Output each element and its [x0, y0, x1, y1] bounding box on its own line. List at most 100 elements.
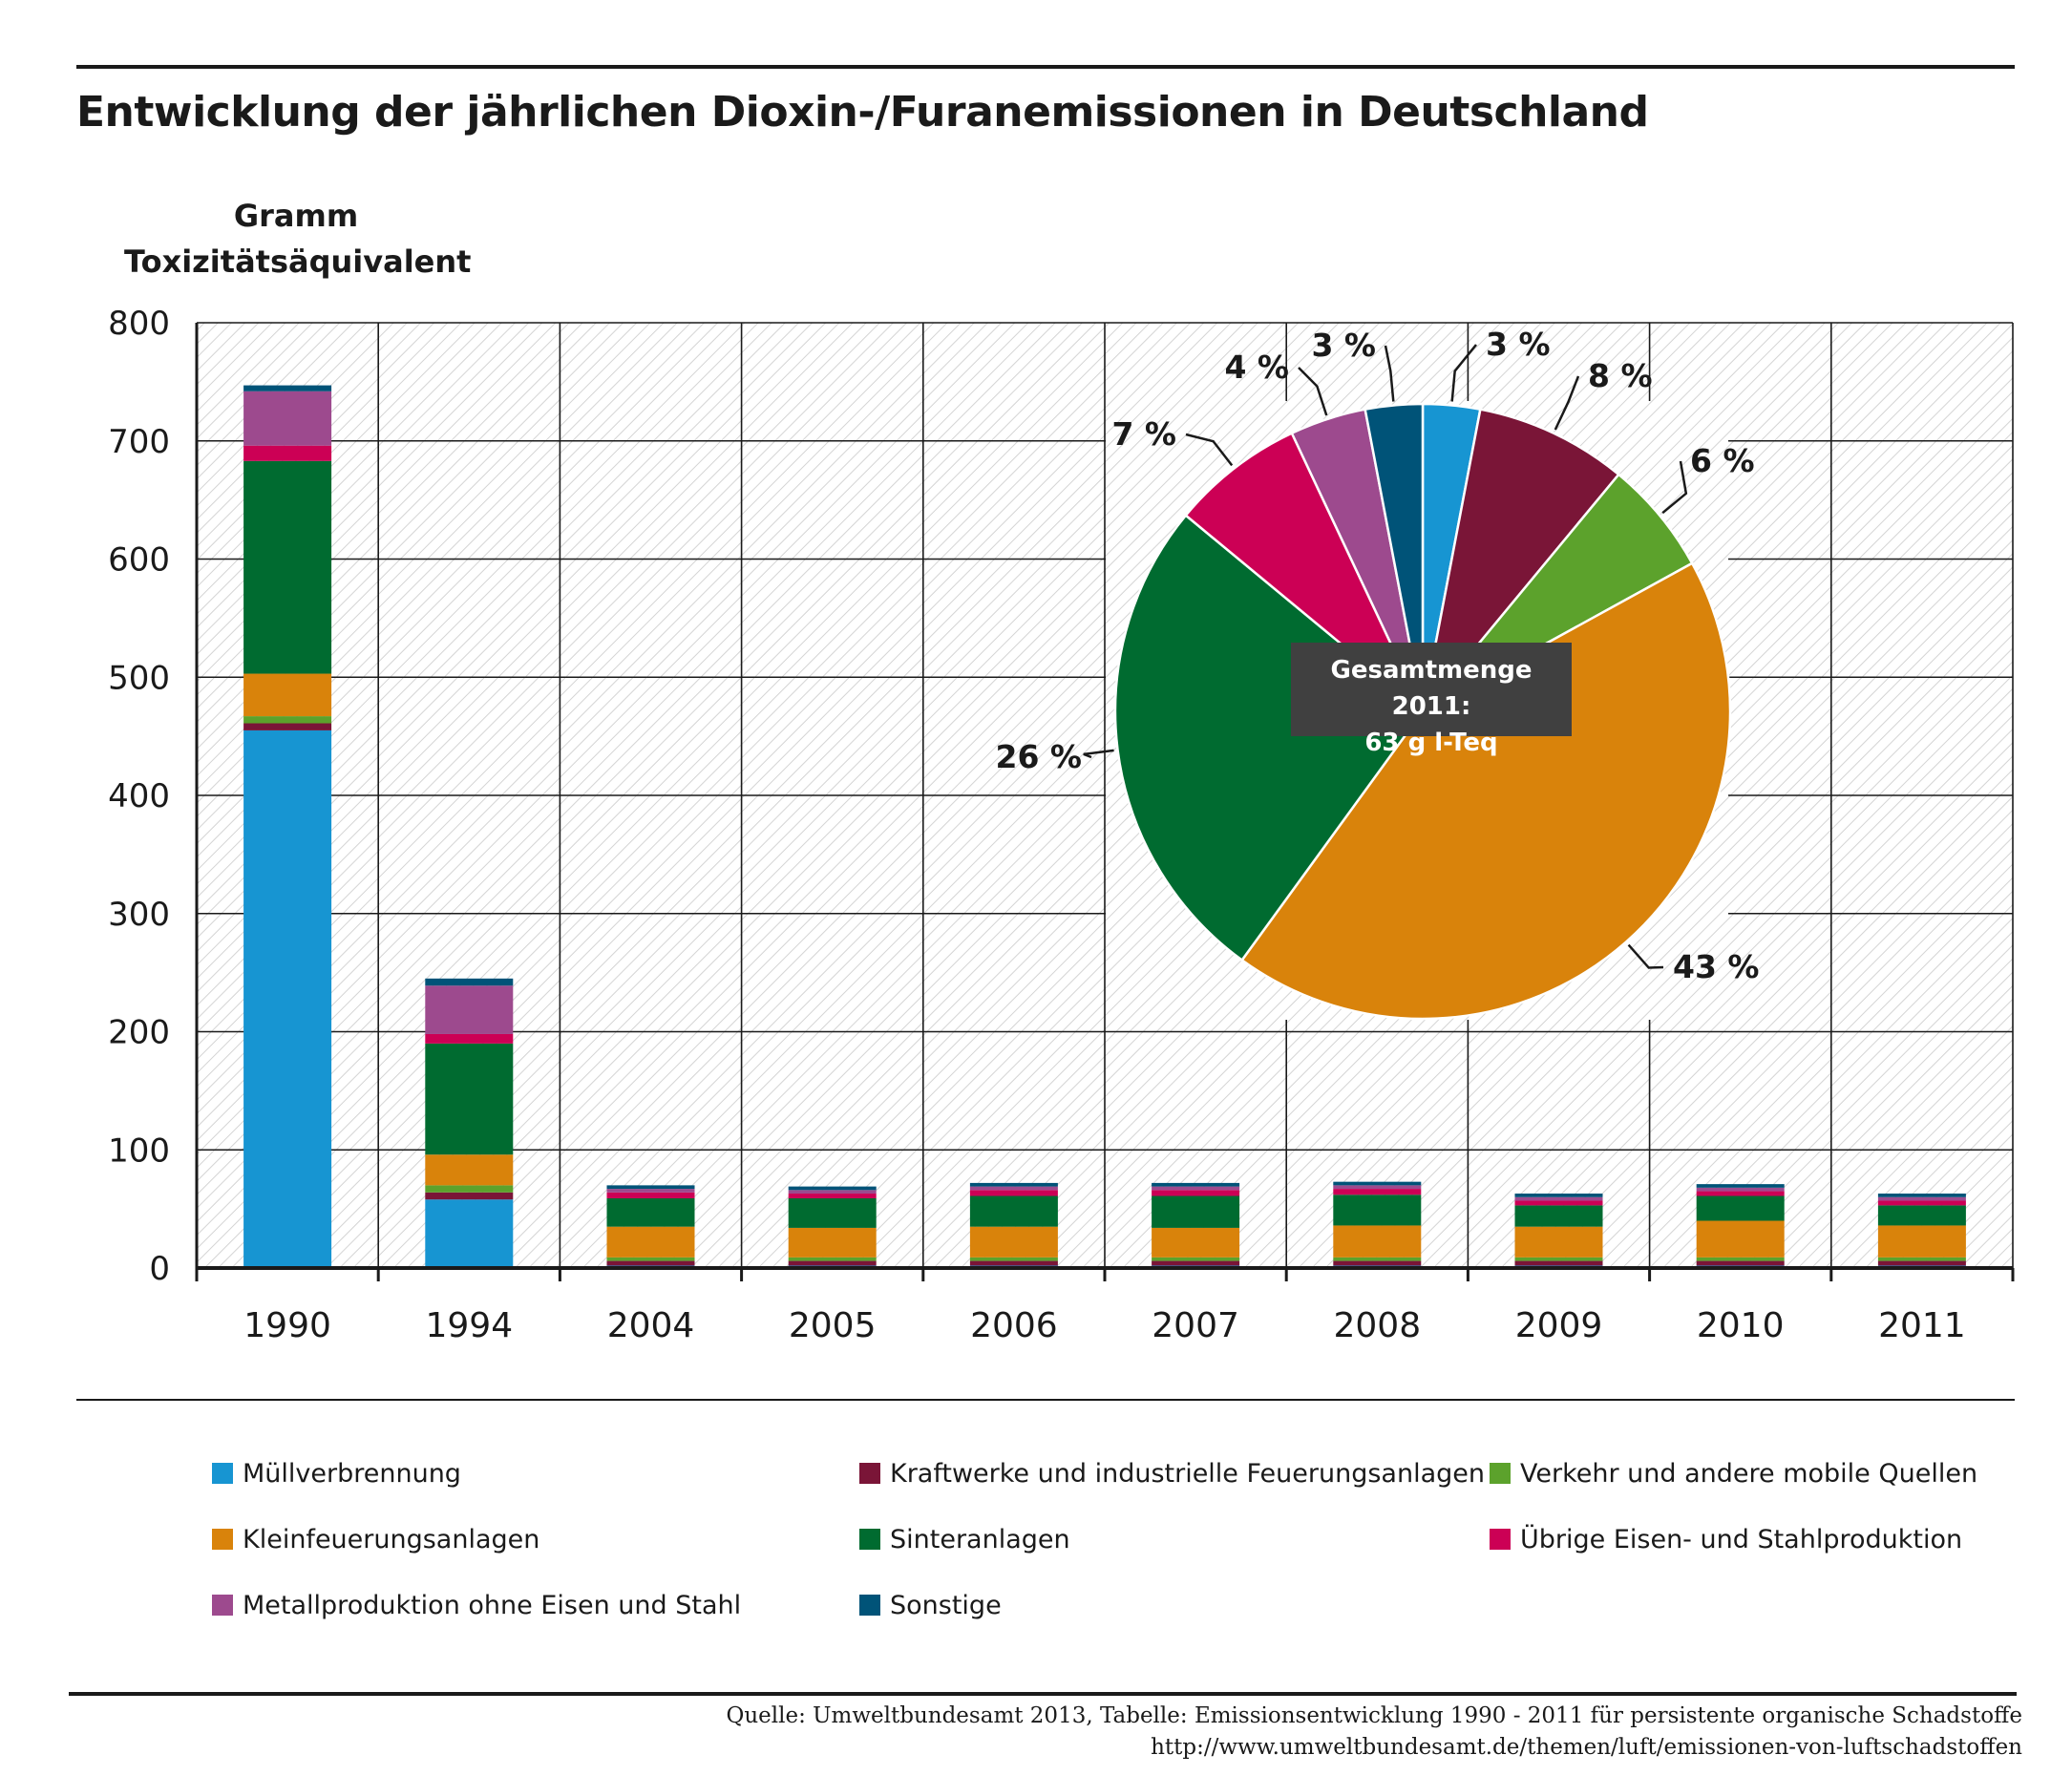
- bar-2007-sinteranlagen: [1152, 1195, 1240, 1228]
- bar-1994-ubrige-eisen-und-stahlproduktion: [425, 1033, 514, 1044]
- bar-2011-ubrige-eisen-und-stahlproduktion: [1877, 1200, 1966, 1206]
- bar-1990-ubrige-eisen-und-stahlproduktion: [243, 445, 332, 461]
- pie-slice-sonstige: [1364, 402, 1425, 712]
- bar-1994-kraftwerke-und-industrielle-feuerungsanlagen: [425, 1192, 514, 1200]
- pie-label-kleinfeuerungsanlagen: 43 %: [1673, 948, 1759, 985]
- y-axis-unit-line1: Gramm: [233, 198, 359, 234]
- pie-leader-line: [1450, 344, 1477, 402]
- bar-1990-verkehr-und-andere-mobile-quellen: [243, 716, 332, 724]
- bar-1994-sonstige: [425, 978, 514, 986]
- bar-2007-kleinfeuerungsanlagen: [1152, 1227, 1240, 1258]
- pie-total-line2: 63 g l-Teq: [1364, 729, 1498, 757]
- bar-2007-ubrige-eisen-und-stahlproduktion: [1152, 1190, 1240, 1196]
- legend-item-verkehr-und-andere-mobile-quellen: Verkehr und andere mobile Quellen: [1490, 1459, 1977, 1489]
- bar-2006-verkehr-und-andere-mobile-quellen: [969, 1257, 1058, 1261]
- bar-2010-sonstige: [1696, 1184, 1785, 1188]
- legend-swatch: [212, 1595, 233, 1616]
- bar-2008-sinteranlagen: [1333, 1195, 1422, 1226]
- pie-label-kraftwerke-und-industrielle-feuerungsanlagen: 8 %: [1588, 357, 1653, 394]
- legend-swatch: [859, 1529, 880, 1550]
- bar-2010-kleinfeuerungsanlagen: [1696, 1220, 1785, 1258]
- x-tick-label-2010: 2010: [1697, 1306, 1785, 1345]
- bar-1990-sinteranlagen: [243, 460, 332, 674]
- top-rule: [76, 65, 2015, 69]
- y-tick-label: 700: [108, 423, 170, 461]
- pie-label-sinteranlagen: 26 %: [996, 738, 1082, 775]
- pie-slice-ubrige-eisen-und-stahlproduktion: [1184, 431, 1425, 712]
- pie-label-sonstige: 3 %: [1311, 327, 1376, 364]
- bar-2004-kleinfeuerungsanlagen: [606, 1226, 695, 1258]
- y-tick-label: 500: [108, 659, 170, 697]
- legend-label: Verkehr und andere mobile Quellen: [1520, 1459, 1978, 1489]
- bar-1990-kleinfeuerungsanlagen: [243, 673, 332, 717]
- bar-1994-verkehr-und-andere-mobile-quellen: [425, 1185, 514, 1193]
- chart-title: Entwicklung der jährlichen Dioxin-/Furan…: [76, 88, 1649, 137]
- legend-item-mullverbrennung: Müllverbrennung: [212, 1459, 461, 1489]
- pie-leader-line: [1384, 345, 1395, 402]
- x-tick-label-2009: 2009: [1515, 1306, 1603, 1345]
- bar-2006-kleinfeuerungsanlagen: [969, 1226, 1058, 1258]
- bar-2006-kraftwerke-und-industrielle-feuerungsanlagen: [969, 1260, 1058, 1266]
- bar-2008-ubrige-eisen-und-stahlproduktion: [1333, 1189, 1422, 1195]
- pie-slice-kleinfeuerungsanlagen: [1239, 561, 1732, 1021]
- bar-2005-sinteranlagen: [788, 1197, 877, 1228]
- bar-2011-verkehr-und-andere-mobile-quellen: [1877, 1257, 1966, 1261]
- bar-1990-mullverbrennung: [243, 729, 332, 1268]
- pie-slice-kraftwerke-und-industrielle-feuerungsanlagen: [1421, 408, 1621, 712]
- bar-1994-sinteranlagen: [425, 1043, 514, 1155]
- bar-2011-metallproduktion-ohne-eisen-und-stahl: [1877, 1196, 1966, 1201]
- pie-slice-sinteranlagen: [1113, 513, 1425, 962]
- bar-2005-sonstige: [788, 1186, 877, 1191]
- y-tick-label: 200: [108, 1014, 170, 1052]
- pie-leader-line: [1298, 367, 1328, 416]
- bar-2006-metallproduktion-ohne-eisen-und-stahl: [969, 1186, 1058, 1191]
- pie-label-verkehr-und-andere-mobile-quellen: 6 %: [1690, 442, 1755, 479]
- bar-1990-kraftwerke-und-industrielle-feuerungsanlagen: [243, 723, 332, 730]
- legend-label: Übrige Eisen- und Stahlproduktion: [1520, 1525, 1963, 1554]
- legend-item-sinteranlagen: Sinteranlagen: [859, 1525, 1070, 1554]
- bar-2004-metallproduktion-ohne-eisen-und-stahl: [606, 1189, 695, 1193]
- bar-2011-kraftwerke-und-industrielle-feuerungsanlagen: [1877, 1260, 1966, 1266]
- bar-2006-sinteranlagen: [969, 1195, 1058, 1227]
- bar-2004-verkehr-und-andere-mobile-quellen: [606, 1257, 695, 1261]
- chart-area: 3 % 8 % 6 % 43 % 26 % 7 % 4 % 3 % 0 100 200 300 400…: [108, 305, 2015, 1345]
- bar-2008-metallproduktion-ohne-eisen-und-stahl: [1333, 1185, 1422, 1190]
- bar-2009-kraftwerke-und-industrielle-feuerungsanlagen: [1514, 1260, 1603, 1266]
- bar-2005-metallproduktion-ohne-eisen-und-stahl: [788, 1190, 877, 1195]
- bar-2006-sonstige: [969, 1182, 1058, 1187]
- x-tick-label-1994: 1994: [425, 1306, 513, 1345]
- pie-leader-line: [1083, 749, 1114, 759]
- bar-1990-sonstige: [243, 385, 332, 391]
- legend-swatch: [1490, 1529, 1511, 1550]
- legend-label: Kraftwerke und industrielle Feuerungsanl…: [890, 1459, 1485, 1489]
- pie-leader-line: [1185, 433, 1234, 467]
- bar-2009-kleinfeuerungsanlagen: [1514, 1226, 1603, 1258]
- source-url: http://www.umweltbundesamt.de/themen/luf…: [1151, 1735, 2022, 1760]
- bar-2008-verkehr-und-andere-mobile-quellen: [1333, 1257, 1422, 1261]
- pie-total-box: Gesamtmenge 2011: 63 g l-Teq: [1291, 643, 1572, 757]
- pie-leader-line: [1627, 943, 1664, 969]
- bar-2006-ubrige-eisen-und-stahlproduktion: [969, 1190, 1058, 1196]
- bar-2007-metallproduktion-ohne-eisen-und-stahl: [1152, 1186, 1240, 1191]
- pie-leader-line: [1554, 375, 1580, 431]
- legend-label: Sonstige: [890, 1591, 1002, 1620]
- bar-2010-kraftwerke-und-industrielle-feuerungsanlagen: [1696, 1260, 1785, 1266]
- y-tick-label: 0: [149, 1250, 170, 1288]
- bar-2007-kraftwerke-und-industrielle-feuerungsanlagen: [1152, 1260, 1240, 1266]
- bar-2008-kraftwerke-und-industrielle-feuerungsanlagen: [1333, 1260, 1422, 1266]
- pie-leader-line: [1661, 460, 1688, 515]
- y-tick-label: 100: [108, 1131, 170, 1170]
- legend-item-sonstige: Sonstige: [859, 1591, 1002, 1620]
- legend-swatch: [212, 1463, 233, 1484]
- bar-2005-kleinfeuerungsanlagen: [788, 1227, 877, 1258]
- bar-2007-verkehr-und-andere-mobile-quellen: [1152, 1257, 1240, 1261]
- bar-2010-metallproduktion-ohne-eisen-und-stahl: [1696, 1187, 1785, 1192]
- pie-label-mullverbrennung: 3 %: [1486, 326, 1551, 363]
- x-tick-label-2004: 2004: [607, 1306, 695, 1345]
- legend-item-ubrige-eisen-und-stahlproduktion: Übrige Eisen- und Stahlproduktion: [1490, 1525, 1962, 1554]
- bar-2009-sonstige: [1514, 1194, 1603, 1197]
- bar-1994-mullverbrennung: [425, 1199, 514, 1268]
- bar-2010-ubrige-eisen-und-stahlproduktion: [1696, 1191, 1785, 1196]
- x-tick-label-2007: 2007: [1152, 1306, 1239, 1345]
- source-text: Quelle: Umweltbundesamt 2013, Tabelle: E…: [726, 1703, 2022, 1728]
